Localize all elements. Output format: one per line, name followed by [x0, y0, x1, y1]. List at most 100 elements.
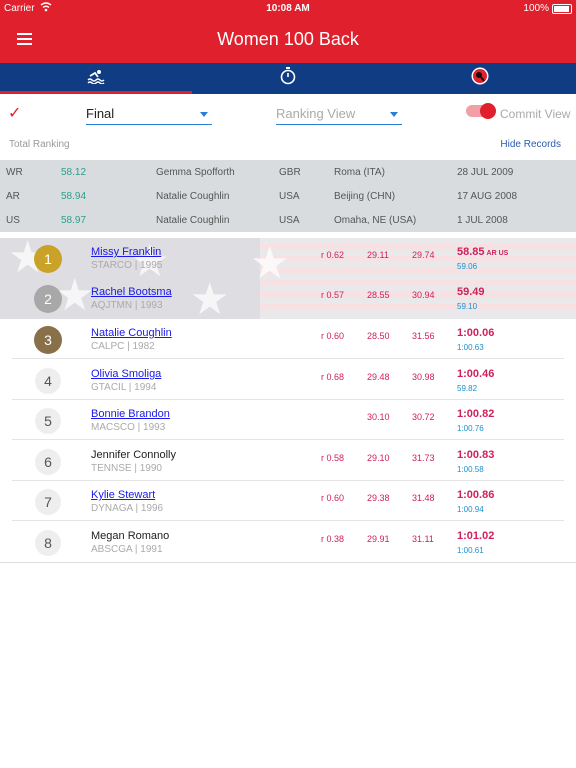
split-100: 29.74 — [412, 250, 435, 260]
reaction-time: r 0.60 — [321, 331, 345, 341]
split-50: 29.10 — [367, 453, 390, 463]
split-100: 31.11 — [412, 534, 434, 544]
rank-badge: 3 — [34, 326, 62, 354]
record-time: 58.97 — [61, 215, 87, 226]
final-time: 1:01.02 — [457, 530, 495, 542]
result-row[interactable]: 7 Kylie Stewart DYNAGA | 1996 r 0.60 29.… — [0, 481, 576, 521]
record-code: US — [6, 215, 20, 226]
record-holder: Natalie Coughlin — [156, 191, 230, 202]
swimmer-club: GTACIL | 1994 — [91, 382, 157, 393]
record-time: 58.12 — [61, 167, 87, 178]
record-row-us: US 58.97 Natalie Coughlin USA Omaha, NE … — [0, 208, 576, 232]
final-time: 1:00.83 — [457, 449, 495, 461]
result-row[interactable]: 4 Olivia Smoliga GTACIL | 1994 r 0.68 29… — [0, 360, 576, 400]
tab-bar — [0, 63, 576, 94]
commit-view-label: Commit View — [500, 107, 571, 121]
record-date: 17 AUG 2008 — [457, 191, 518, 202]
round-select[interactable]: Final — [86, 104, 212, 125]
reaction-time: r 0.57 — [321, 290, 345, 300]
split-100: 31.48 — [412, 493, 435, 503]
battery-icon — [552, 3, 572, 14]
badge-icon — [471, 67, 489, 90]
active-tab-indicator — [0, 91, 192, 94]
swimmer-name[interactable]: Kylie Stewart — [91, 489, 156, 501]
clock: 10:08 AM — [266, 3, 310, 14]
nav-bar: Women 100 Back — [0, 18, 576, 63]
record-nation: GBR — [279, 167, 301, 178]
record-holder: Gemma Spofforth — [156, 167, 235, 178]
seed-time: 1:00.61 — [457, 546, 484, 555]
page-title: Women 100 Back — [217, 29, 359, 49]
reaction-time: r 0.62 — [321, 250, 345, 260]
chevron-down-icon — [200, 112, 208, 117]
rank-badge: 4 — [35, 368, 61, 394]
swimmer-name[interactable]: Rachel Bootsma — [91, 286, 172, 298]
filter-controls: ✓ Final Ranking View Commit View — [0, 94, 576, 132]
swimmer-icon — [87, 68, 105, 89]
result-row[interactable]: 5 Bonnie Brandon MACSCO | 1993 30.10 30.… — [0, 400, 576, 440]
rank-badge: 5 — [35, 408, 61, 434]
result-row[interactable]: 3 Natalie Coughlin CALPC | 1982 r 0.60 2… — [0, 319, 576, 359]
checkmark-icon[interactable]: ✓ — [8, 105, 22, 122]
star-icon: ★ — [190, 275, 230, 319]
stopwatch-icon — [280, 67, 296, 90]
rank-badge: 1 — [34, 245, 62, 273]
hide-records-link[interactable]: Hide Records — [500, 139, 561, 150]
swimmer-name: Megan Romano — [91, 530, 170, 542]
record-place: Roma (ITA) — [334, 167, 385, 178]
view-select-placeholder: Ranking View — [276, 106, 356, 121]
total-ranking-label: Total Ranking — [9, 139, 70, 150]
record-holder: Natalie Coughlin — [156, 215, 230, 226]
chevron-down-icon — [390, 112, 398, 117]
tab-badge[interactable] — [384, 63, 576, 94]
row-divider — [12, 480, 564, 481]
record-code: AR — [6, 191, 20, 202]
swimmer-name[interactable]: Bonnie Brandon — [91, 408, 170, 420]
split-50: 28.50 — [367, 331, 390, 341]
final-time: 1:00.06 — [457, 327, 495, 339]
seed-time: 1:00.63 — [457, 343, 484, 352]
battery-indicator: 100% — [523, 3, 572, 14]
commit-toggle[interactable] — [466, 103, 496, 119]
split-100: 31.73 — [412, 453, 435, 463]
swimmer-club: AQJTMN | 1993 — [91, 300, 163, 311]
swimmer-name: Jennifer Connolly — [91, 449, 176, 461]
final-time: 1:00.82 — [457, 408, 495, 420]
swimmer-name[interactable]: Olivia Smoliga — [91, 368, 162, 380]
result-row[interactable]: 8 Megan Romano ABSCGA | 1991 r 0.38 29.9… — [0, 522, 576, 562]
record-nation: USA — [279, 215, 300, 226]
round-select-value: Final — [86, 106, 115, 121]
record-date: 1 JUL 2008 — [457, 215, 508, 226]
record-time: 58.94 — [61, 191, 87, 202]
record-place: Beijing (CHN) — [334, 191, 396, 202]
seed-time: 1:00.76 — [457, 424, 484, 433]
swimmer-club: ABSCGA | 1991 — [91, 544, 163, 555]
split-50: 30.10 — [367, 412, 390, 422]
record-tag: AR US — [486, 250, 509, 257]
split-50: 28.55 — [367, 290, 390, 300]
swimmer-name[interactable]: Natalie Coughlin — [91, 327, 172, 339]
records-table: WR 58.12 Gemma Spofforth GBR Roma (ITA) … — [0, 160, 576, 232]
record-row-wr: WR 58.12 Gemma Spofforth GBR Roma (ITA) … — [0, 160, 576, 184]
final-time: 58.85 AR US — [457, 246, 508, 258]
record-nation: USA — [279, 191, 300, 202]
swimmer-club: STARCO | 1995 — [91, 260, 163, 271]
tab-swim[interactable] — [0, 63, 192, 94]
swimmer-club: TENNSE | 1990 — [91, 463, 162, 474]
swimmer-name[interactable]: Missy Franklin — [91, 246, 162, 258]
record-date: 28 JUL 2009 — [457, 167, 514, 178]
tab-timer[interactable] — [192, 63, 384, 94]
menu-icon[interactable] — [17, 33, 32, 45]
carrier-label: Carrier — [4, 3, 35, 14]
swimmer-club: MACSCO | 1993 — [91, 422, 166, 433]
result-row[interactable]: 2 Rachel Bootsma AQJTMN | 1993 r 0.57 28… — [0, 278, 576, 318]
split-50: 29.11 — [367, 250, 389, 260]
row-divider — [12, 520, 564, 521]
reaction-time: r 0.38 — [321, 534, 345, 544]
final-time-value: 58.85 — [457, 246, 485, 258]
result-row[interactable]: 1 Missy Franklin STARCO | 1995 r 0.62 29… — [0, 238, 576, 278]
result-row[interactable]: 6 Jennifer Connolly TENNSE | 1990 r 0.58… — [0, 441, 576, 481]
battery-label: 100% — [523, 3, 549, 14]
rank-badge: 8 — [35, 530, 61, 556]
view-select[interactable]: Ranking View — [276, 104, 402, 125]
